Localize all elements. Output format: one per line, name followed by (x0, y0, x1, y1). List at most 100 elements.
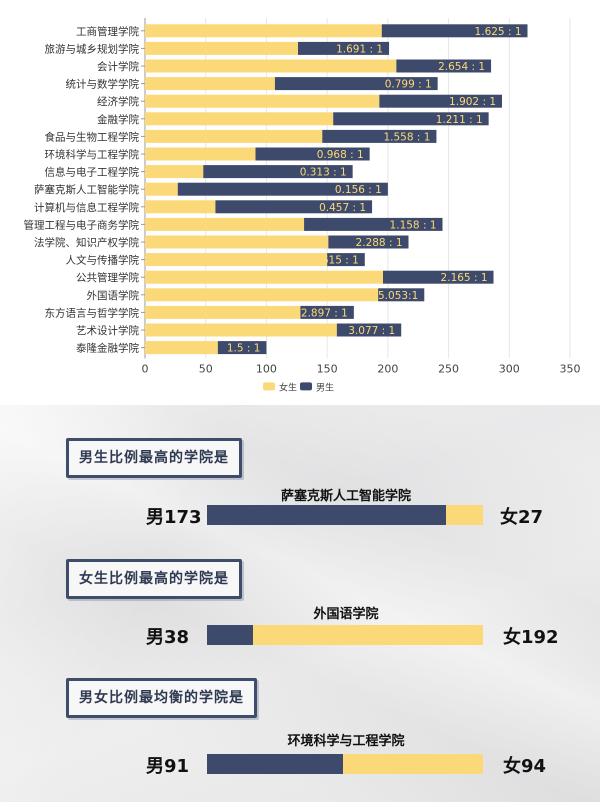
bar-female (145, 305, 301, 319)
data-label: 2.288 : 1 (356, 237, 403, 249)
legend-swatch-female (263, 382, 275, 391)
bar-male (327, 253, 365, 267)
category-label: 经济学院 (97, 95, 139, 108)
bar-male (378, 288, 425, 302)
data-label: 2.165 : 1 (441, 272, 488, 284)
category-label: 计算机与信息工程学院 (34, 201, 139, 214)
bar-male (304, 217, 443, 231)
data-label: 1.902 : 1 (449, 96, 496, 108)
x-tick-label: 300 (499, 362, 520, 375)
data-label: 1.5 : 1 (227, 343, 261, 355)
bar-female (145, 253, 328, 267)
category-label: 信息与电子工程学院 (45, 166, 140, 179)
bar-female (145, 41, 298, 55)
data-label: 0.457 : 1 (319, 202, 366, 214)
category-label: 环境科学与工程学院 (45, 148, 140, 161)
data-label: 0.313 : 1 (300, 167, 347, 179)
category-label: 旅游与城乡规划学院 (45, 42, 140, 55)
data-label: 1.691 : 1 (336, 43, 383, 55)
data-label: 5.053:1 (378, 290, 418, 302)
bar-male (300, 305, 354, 319)
bar-male (379, 94, 502, 108)
bar-male (396, 59, 492, 73)
bar-male (217, 341, 267, 355)
female-count-label: 女192 (503, 627, 559, 648)
bar-male (333, 112, 489, 126)
bar-female (145, 182, 178, 196)
female-segment (252, 625, 483, 645)
bar-male (381, 24, 528, 38)
bar-male (177, 182, 388, 196)
data-label: 2.654 : 1 (438, 61, 485, 73)
x-tick-label: 100 (256, 362, 277, 375)
bar-male (383, 270, 494, 284)
x-tick-label: 50 (199, 362, 213, 375)
category-label: 法学院、知识产权学院 (34, 236, 139, 249)
bar-female (145, 147, 256, 161)
legend-label-male: 男生 (316, 381, 334, 393)
female-segment (342, 754, 483, 774)
category-label: 会计学院 (97, 60, 139, 73)
data-label: 1.211 : 1 (436, 114, 483, 126)
category-label: 东方语言与哲学学院 (45, 306, 140, 319)
bar-male (322, 129, 437, 143)
bar-female (145, 341, 218, 355)
bar-female (145, 235, 329, 249)
heading-box-most-female: 女生比例最高的学院是 (66, 559, 242, 599)
bar-female (145, 94, 380, 108)
data-label: 1.158 : 1 (390, 219, 437, 231)
chart-svg: 0 50 100 150 200 250 300 350 工商管理学院 1.625 : 1 旅游与城… (24, 18, 581, 393)
x-tick-label: 200 (377, 362, 398, 375)
bar-male (255, 147, 370, 161)
bar-female (145, 59, 397, 73)
data-label: 0.968 : 1 (317, 149, 364, 161)
category-label: 艺术设计学院 (76, 324, 139, 337)
data-label: 1.558 : 1 (383, 131, 430, 143)
bar-male (336, 323, 402, 337)
heading-most-balanced: 男女比例最均衡的学院是 (79, 690, 244, 706)
male-segment (207, 625, 253, 645)
male-segment (207, 505, 446, 525)
category-label: 萨塞克斯人工智能学院 (34, 183, 139, 196)
ratio-bar-most-female (207, 625, 483, 645)
bar-male (215, 200, 373, 214)
bar-female (145, 217, 305, 231)
college-most-male: 萨塞克斯人工智能学院 (280, 489, 411, 504)
bar-chart: 0 50 100 150 200 250 300 350 工商管理学院 1.625 : 1 旅游与城… (23, 18, 581, 394)
ratio-bar-most-balanced (207, 754, 483, 774)
data-label: 4.615 : 1 (312, 255, 359, 267)
bar-female (145, 288, 379, 302)
college-most-balanced: 环境科学与工程学院 (287, 734, 405, 749)
bar-male (328, 235, 409, 249)
bar-female (145, 165, 204, 179)
legend-swatch-male (300, 382, 312, 391)
female-count-label: 女27 (500, 507, 544, 528)
x-tick-label: 0 (142, 362, 149, 375)
bar-female (145, 129, 323, 143)
bar-female (145, 77, 275, 91)
bar-female (145, 323, 337, 337)
category-label: 食品与生物工程学院 (45, 130, 140, 143)
heading-box-most-balanced: 男女比例最均衡的学院是 (66, 678, 257, 718)
category-label: 金融学院 (97, 113, 139, 126)
data-label: 0.156 : 1 (335, 184, 382, 196)
legend-label-female: 女生 (279, 381, 297, 393)
bar-male (203, 165, 353, 179)
data-label: 1.625 : 1 (475, 26, 522, 38)
category-label: 公共管理学院 (76, 271, 139, 284)
x-tick-label: 150 (317, 362, 338, 375)
summary-panel: 男生比例最高的学院是 萨塞克斯人工智能学院 男173 女27 女生比例最高的学院… (0, 405, 600, 802)
bar-male (274, 77, 438, 91)
female-segment (445, 505, 483, 525)
data-label: 3.077 : 1 (348, 325, 395, 337)
bar-male (298, 41, 390, 55)
male-count-label: 男91 (146, 756, 190, 777)
category-label: 人文与传播学院 (66, 254, 140, 267)
ratio-bar-most-male (207, 505, 483, 525)
data-label: 0.799 : 1 (385, 79, 432, 91)
female-count-label: 女94 (503, 756, 547, 777)
category-label: 工商管理学院 (76, 25, 139, 38)
data-label: 2.897 : 1 (301, 307, 348, 319)
category-label: 泰隆金融学院 (76, 342, 139, 355)
bar-female (145, 112, 334, 126)
